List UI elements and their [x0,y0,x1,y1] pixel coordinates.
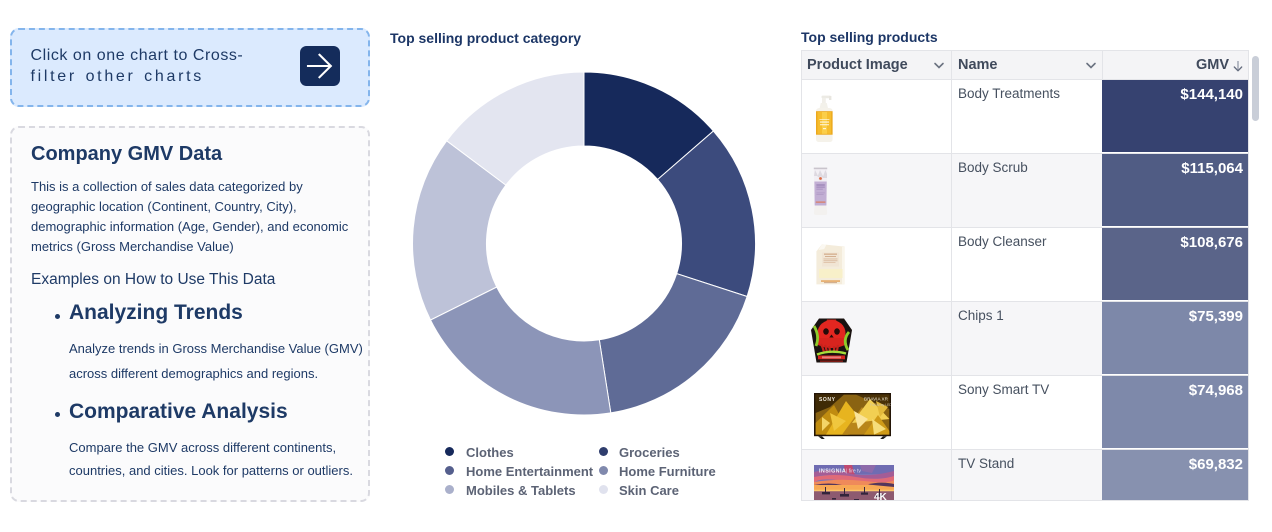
svg-text:INSIGNIA: INSIGNIA [819,469,846,475]
svg-text:| fire tv: | fire tv [846,469,861,475]
svg-text:4K: 4K [874,492,888,501]
svg-text:Full Array LED: Full Array LED [870,403,891,407]
svg-text:BRAVIA XR: BRAVIA XR [864,396,889,401]
svg-text:SONY: SONY [819,397,836,403]
